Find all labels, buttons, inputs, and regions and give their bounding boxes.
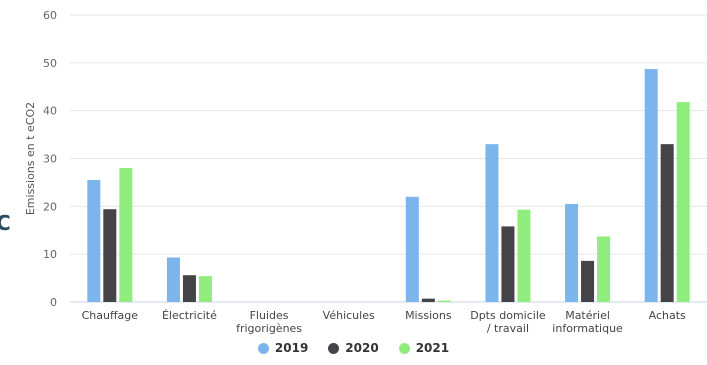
bars: [87, 69, 690, 302]
bar-2021[interactable]: [119, 168, 133, 302]
x-category-label: / travail: [487, 322, 529, 335]
legend-marker: [328, 342, 340, 354]
bar-2020[interactable]: [182, 275, 196, 302]
bar-2019[interactable]: [644, 69, 658, 302]
x-category-label: frigorigènes: [236, 322, 302, 335]
x-category-label: Véhicules: [323, 309, 375, 322]
bar-2020[interactable]: [581, 260, 595, 302]
x-category-label: Missions: [405, 309, 452, 322]
y-tick-label: 10: [43, 248, 57, 261]
cropped-edge-letter: C: [0, 211, 11, 235]
bar-2020[interactable]: [103, 209, 117, 302]
bar-2021[interactable]: [517, 209, 531, 302]
bar-2019[interactable]: [87, 180, 101, 302]
y-tick-label: 40: [43, 105, 57, 118]
y-tick-label: 50: [43, 57, 57, 70]
legend-item-2020[interactable]: 2020: [328, 341, 379, 355]
bar-2019[interactable]: [485, 144, 499, 302]
bar-2020[interactable]: [501, 226, 515, 302]
bar-2019[interactable]: [565, 203, 579, 302]
bar-2020[interactable]: [421, 298, 435, 302]
legend-item-2019[interactable]: 2019: [257, 341, 309, 355]
x-category-label: Électricité: [162, 309, 217, 322]
y-tick-label: 30: [43, 153, 57, 166]
x-category-label: Achats: [649, 309, 686, 322]
x-category-label: Matériel: [565, 309, 610, 322]
x-category-label: Chauffage: [82, 309, 139, 322]
bar-chart: 0 10 20 30 40 50 60 Chauffage Électricité Fluide…: [24, 9, 707, 335]
grid-lines: [70, 14, 707, 303]
y-tick-label: 60: [43, 9, 57, 22]
x-category-label: Fluides: [250, 309, 289, 322]
bar-2021[interactable]: [597, 236, 611, 302]
legend-marker: [398, 342, 410, 354]
legend-marker: [257, 342, 269, 354]
y-tick-label: 20: [43, 200, 57, 213]
y-tick-label: 0: [50, 296, 57, 309]
y-axis-title: Emissions en t eCO2: [24, 102, 37, 215]
legend-label: 2021: [415, 341, 450, 355]
x-category-label: Dpts domicile: [470, 309, 546, 322]
legend-item-2021[interactable]: 2021: [398, 341, 450, 355]
legend: 2019 2020 2021: [0, 341, 707, 362]
x-category-label: informatique: [552, 322, 623, 335]
bar-2019[interactable]: [166, 257, 180, 302]
legend-label: 2019: [274, 341, 309, 355]
legend-label: 2020: [345, 341, 379, 355]
bar-2021[interactable]: [676, 102, 690, 302]
y-axis-ticks: 0 10 20 30 40 50 60: [43, 9, 57, 309]
bar-2021[interactable]: [198, 276, 212, 302]
bar-2021[interactable]: [437, 300, 451, 302]
bar-2019[interactable]: [405, 196, 419, 302]
bar-2020[interactable]: [660, 144, 674, 302]
